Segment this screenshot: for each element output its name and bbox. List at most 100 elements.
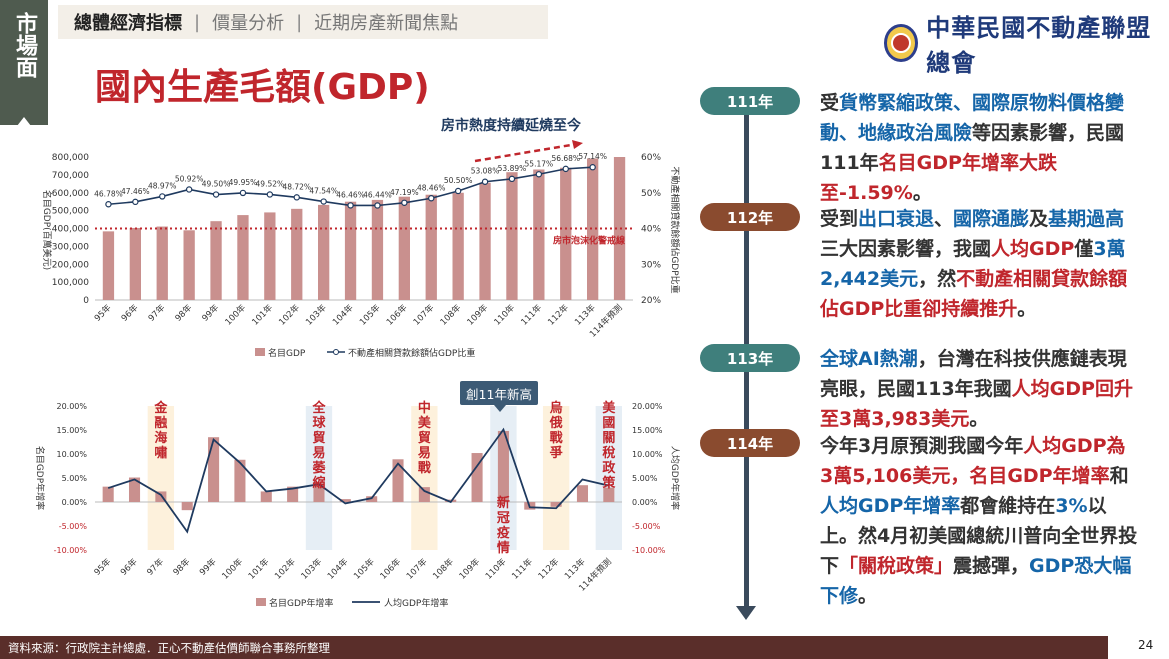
event-label-char: 嘯 — [154, 445, 167, 461]
loan-ratio-label: 47.19% — [390, 188, 419, 197]
legend-bar-label: 名目GDP年增率 — [269, 597, 333, 609]
x-tick-label: 113年 — [562, 556, 588, 582]
timeline-text-segment: 。 — [912, 182, 932, 204]
gdp-bar — [452, 192, 464, 300]
loan-ratio-point — [105, 201, 112, 208]
timeline-text-segment: ，台灣在科技供應鏈表現亮眼，民國113年我國 — [820, 348, 1127, 400]
loan-ratio-point — [562, 165, 569, 173]
nominal-growth-bar — [208, 437, 220, 502]
y-left-tick: -10.00% — [54, 546, 88, 555]
timeline-text-segment: 國際通膨 — [953, 208, 1030, 230]
per-capita-growth-line — [107, 427, 610, 534]
y-left-tick: 700,000 — [52, 171, 89, 181]
timeline-text-segment: 人均GDP為3萬5,106美元，名目GDP年增率 — [820, 435, 1126, 487]
record-high-callout: 創11年新高 — [460, 381, 538, 412]
top-nav: 總體經濟指標 | 價量分析 | 近期房產新聞焦點 — [58, 5, 548, 39]
loan-ratio-point — [185, 186, 193, 193]
timeline-description: 受到出口衰退、國際通膨及基期過高三大因素影響，我國人均GDP僅3萬2,442美元… — [820, 204, 1138, 324]
event-label-char: 烏 — [550, 400, 563, 416]
nominal-growth-bar — [181, 502, 193, 511]
nav-item-volume-price[interactable]: 價量分析 — [212, 13, 285, 34]
timeline-year-badge: 114年 — [700, 429, 800, 457]
event-label-char: 球 — [312, 415, 326, 431]
loan-ratio-label: 48.72% — [282, 182, 311, 191]
gdp-bar — [613, 157, 626, 300]
trend-arrow-icon — [572, 140, 583, 149]
gdp-bar — [102, 231, 115, 300]
nominal-growth-bar — [497, 430, 509, 502]
timeline-text-segment: 3% — [1055, 495, 1088, 517]
nominal-growth-bar — [471, 453, 483, 502]
org-seal-icon — [884, 24, 919, 62]
event-label-char: 美 — [418, 415, 432, 431]
y-right-tick: 0.00% — [632, 498, 658, 507]
loan-ratio-point — [239, 189, 247, 197]
legend-line-marker — [333, 349, 339, 355]
legend-bar-swatch — [255, 348, 265, 356]
y-left-tick: 10.00% — [56, 450, 87, 459]
timeline-text-segment: 。 — [969, 408, 989, 430]
timeline-text-segment: 「關稅政策」 — [839, 555, 954, 577]
timeline-text-segment: 和 — [1109, 465, 1129, 487]
y-right-label: 人均GDP年增率 — [669, 446, 681, 510]
legend-bar-label: 名目GDP — [268, 347, 306, 359]
timeline-text-segment: 名目GDP年增率大跌至-1.59% — [820, 152, 1057, 204]
loan-ratio-label: 46.78% — [94, 189, 123, 198]
loan-ratio-label: 55.17% — [525, 159, 554, 168]
timeline-text-segment: ，然 — [918, 268, 957, 290]
nominal-growth-bar — [550, 502, 562, 507]
event-label-char: 戰 — [550, 430, 563, 446]
y-right-tick: 50% — [641, 189, 661, 199]
loan-ratio-point — [589, 164, 596, 171]
event-label-char: 政 — [602, 460, 616, 476]
nominal-growth-bar — [576, 485, 589, 502]
y-right-tick: 30% — [641, 260, 661, 270]
nav-item-macro[interactable]: 總體經濟指標 — [74, 13, 182, 34]
loan-ratio-point — [535, 171, 543, 178]
event-band — [542, 406, 570, 550]
y-right-tick: 20.00% — [632, 402, 663, 411]
gdp-bar — [129, 227, 141, 300]
timeline-description: 受貨幣緊縮政策、國際原物料價格變動、地緣政治風險等因素影響，民國111年名目GD… — [820, 88, 1138, 208]
timeline-text-segment: 都會維持在 — [960, 495, 1056, 517]
gdp-bar — [371, 199, 384, 300]
section-tag-arrow — [17, 117, 31, 126]
y-left-tick: 800,000 — [52, 153, 89, 163]
y-left-tick: 500,000 — [52, 207, 89, 217]
timeline-text-segment: 。 — [1017, 298, 1037, 320]
timeline-description: 全球AI熱潮，台灣在科技供應鏈表現亮眼，民國113年我國人均GDP回升至3萬3,… — [820, 344, 1138, 434]
gdp-bar — [210, 221, 222, 300]
loan-ratio-point — [212, 191, 220, 198]
legend-line-label: 人均GDP年增率 — [384, 597, 448, 609]
gdp-bar — [264, 212, 276, 300]
timeline-year-badge: 111年 — [700, 87, 800, 115]
loan-ratio-label: 49.95% — [229, 178, 258, 187]
gdp-chart: 0 100,000 200,000 300,000 400,000 500,000 600,… — [41, 140, 681, 359]
nav-item-news[interactable]: 近期房產新聞焦點 — [314, 13, 459, 34]
nominal-growth-bar — [392, 459, 404, 502]
x-tick-label: 103年 — [299, 556, 325, 582]
timeline-text-segment: 基期過高 — [1048, 208, 1125, 230]
org-name: 中華民國不動產聯盟總會 — [926, 13, 1152, 77]
timeline-text-segment: 不動產相關貸款餘額佔GDP比重卻持續推升 — [820, 268, 1128, 320]
y-right-tick: 60% — [641, 153, 661, 163]
page-title: 國內生產毛額(GDP) — [95, 67, 430, 108]
org-logo: 中華民國不動產聯盟總會 — [884, 8, 1169, 78]
timeline-text-segment: 人均GDP年增率 — [820, 495, 961, 517]
timeline-text-segment: 。 — [858, 585, 878, 607]
event-label-char: 冠 — [497, 511, 510, 526]
timeline-text-segment: 今年3月原預測我國今年 — [820, 435, 1024, 457]
event-band — [595, 406, 622, 550]
timeline-text-segment: 出口衰退 — [858, 208, 935, 230]
loan-ratio-label: 53.89% — [498, 164, 527, 173]
y-left-tick: 600,000 — [52, 189, 89, 199]
section-tag: 市場面 — [0, 0, 48, 126]
timeline-text-segment: 人均GDP — [991, 238, 1075, 260]
y-right-tick: 10.00% — [632, 450, 663, 459]
x-tick-label: 95年 — [92, 556, 114, 578]
y-left-tick: 20.00% — [56, 402, 87, 411]
y-right-tick: 40% — [641, 225, 661, 235]
nominal-growth-bar — [102, 486, 114, 502]
y-right-tick: 20% — [641, 296, 661, 306]
nominal-growth-bar — [418, 487, 430, 502]
